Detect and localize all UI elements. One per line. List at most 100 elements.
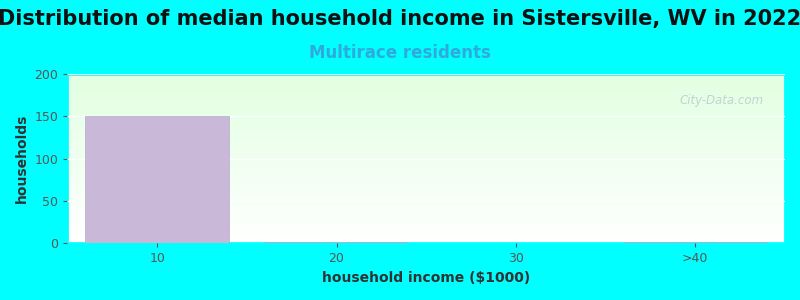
- Text: Distribution of median household income in Sistersville, WV in 2022: Distribution of median household income …: [0, 9, 800, 29]
- Bar: [67, 132, 785, 133]
- X-axis label: household income ($1000): household income ($1000): [322, 271, 530, 285]
- Bar: [67, 148, 785, 150]
- Bar: [67, 177, 785, 179]
- Bar: [67, 150, 785, 152]
- Bar: [67, 111, 785, 113]
- Bar: [67, 238, 785, 240]
- Bar: [67, 188, 785, 189]
- Bar: [67, 179, 785, 181]
- Bar: [67, 154, 785, 155]
- Bar: [67, 108, 785, 110]
- Bar: [67, 101, 785, 103]
- Bar: [67, 106, 785, 108]
- Bar: [67, 233, 785, 235]
- Bar: [67, 99, 785, 101]
- Bar: [67, 84, 785, 86]
- Bar: [67, 96, 785, 98]
- Bar: [67, 174, 785, 176]
- Bar: [67, 157, 785, 159]
- Bar: [67, 186, 785, 188]
- Bar: [67, 205, 785, 206]
- Bar: [67, 198, 785, 200]
- Bar: [67, 191, 785, 193]
- Bar: [623, 242, 767, 243]
- Bar: [67, 167, 785, 169]
- Bar: [67, 196, 785, 198]
- Bar: [67, 209, 785, 211]
- Bar: [67, 103, 785, 104]
- Bar: [67, 94, 785, 96]
- Bar: [67, 122, 785, 123]
- Bar: [67, 98, 785, 99]
- Bar: [67, 130, 785, 132]
- Bar: [67, 164, 785, 166]
- Bar: [67, 110, 785, 111]
- Bar: [67, 81, 785, 82]
- Bar: [67, 113, 785, 115]
- Bar: [67, 211, 785, 213]
- Bar: [67, 104, 785, 106]
- Bar: [67, 118, 785, 120]
- Bar: [67, 123, 785, 125]
- Bar: [67, 235, 785, 237]
- Bar: [67, 242, 785, 243]
- Text: Multirace residents: Multirace residents: [309, 44, 491, 62]
- Bar: [67, 128, 785, 130]
- Bar: [67, 181, 785, 182]
- Bar: [67, 218, 785, 220]
- Bar: [67, 116, 785, 118]
- Text: City-Data.com: City-Data.com: [679, 94, 763, 107]
- Bar: [67, 240, 785, 242]
- Bar: [67, 125, 785, 127]
- Bar: [67, 232, 785, 233]
- Bar: [67, 228, 785, 230]
- Bar: [67, 152, 785, 154]
- Bar: [67, 76, 785, 77]
- Bar: [67, 169, 785, 171]
- Bar: [67, 172, 785, 174]
- Bar: [67, 193, 785, 194]
- Bar: [67, 77, 785, 79]
- Bar: [67, 201, 785, 203]
- Bar: [67, 82, 785, 84]
- Bar: [67, 230, 785, 232]
- Bar: [67, 160, 785, 162]
- Bar: [67, 93, 785, 94]
- Bar: [265, 242, 408, 243]
- Bar: [67, 147, 785, 148]
- Bar: [67, 115, 785, 116]
- Bar: [67, 203, 785, 205]
- Bar: [67, 133, 785, 135]
- Bar: [67, 226, 785, 228]
- Bar: [67, 159, 785, 161]
- Bar: [67, 143, 785, 145]
- Bar: [67, 216, 785, 218]
- Bar: [67, 120, 785, 122]
- Bar: [67, 138, 785, 140]
- Bar: [67, 86, 785, 88]
- Bar: [67, 135, 785, 137]
- Bar: [67, 166, 785, 167]
- Bar: [67, 225, 785, 226]
- Y-axis label: households: households: [15, 114, 29, 203]
- Bar: [67, 206, 785, 208]
- Bar: [67, 89, 785, 91]
- Bar: [67, 176, 785, 177]
- Bar: [67, 79, 785, 81]
- Bar: [67, 220, 785, 221]
- Bar: [67, 237, 785, 238]
- Bar: [67, 127, 785, 128]
- Bar: [67, 91, 785, 93]
- Bar: [67, 155, 785, 157]
- Bar: [67, 213, 785, 214]
- Bar: [67, 74, 785, 76]
- Bar: [67, 223, 785, 225]
- Bar: [67, 171, 785, 172]
- Bar: [67, 162, 785, 164]
- Bar: [67, 182, 785, 184]
- Bar: [67, 184, 785, 186]
- Bar: [67, 214, 785, 216]
- Bar: [86, 116, 229, 243]
- Bar: [67, 140, 785, 142]
- Bar: [67, 221, 785, 223]
